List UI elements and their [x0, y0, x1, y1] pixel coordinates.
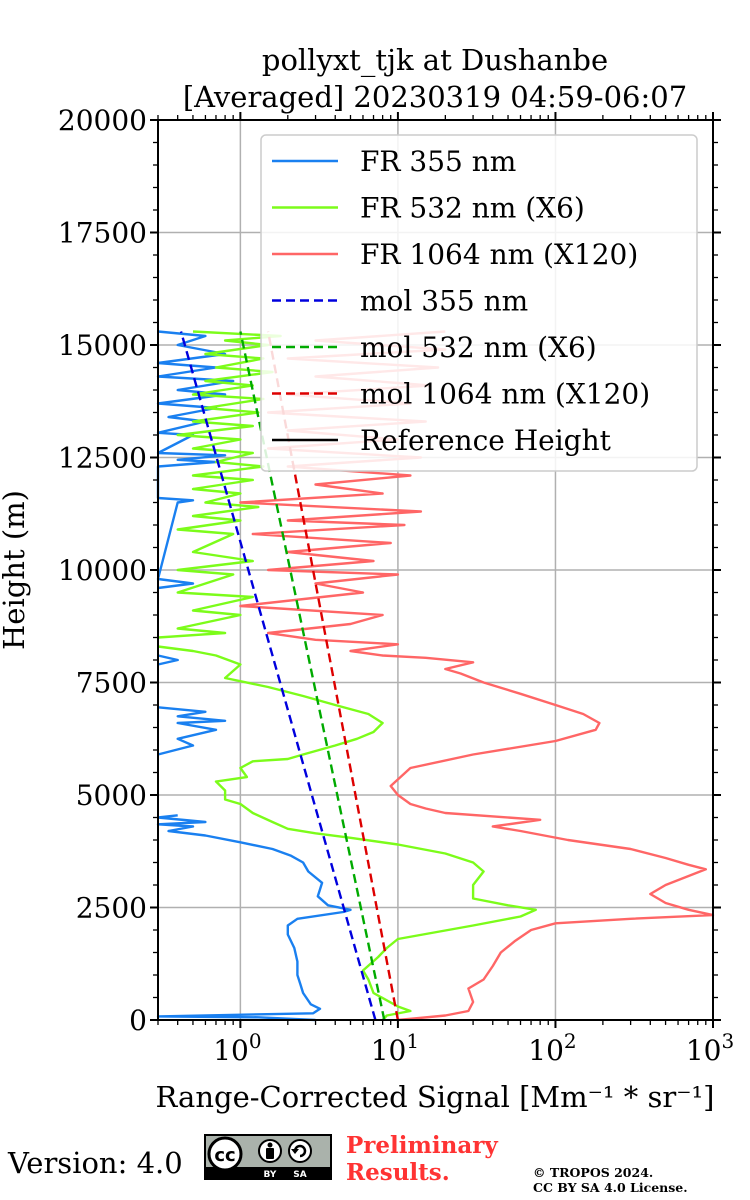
copyright-notice: © TROPOS 2024. CC BY SA 4.0 License.	[533, 1165, 688, 1195]
preliminary-line-1: Preliminary	[346, 1132, 498, 1159]
x-tick-label-exponent: 0	[249, 1029, 262, 1053]
series-line-9	[266, 331, 400, 1021]
cc-by-sa-badge: cc BY SA	[204, 1134, 332, 1180]
legend-label-3: mol 355 nm	[360, 285, 528, 318]
series-line-0	[156, 814, 352, 1022]
y-tick-label-6: 15000	[58, 329, 147, 362]
series-line-7	[179, 331, 377, 1021]
preliminary-notice: Preliminary Results.	[346, 1132, 498, 1186]
legend: FR 355 nm FR 532 nm (X6) FR 1064 nm (X120)…	[260, 134, 698, 472]
preliminary-line-2: Results.	[346, 1159, 450, 1186]
copyright-line-1: © TROPOS 2024.	[533, 1165, 654, 1180]
y-axis-label: Height (m)	[0, 490, 31, 650]
x-tick-label-exponent: 1	[406, 1029, 419, 1053]
y-tick-label-1: 2500	[76, 892, 147, 925]
y-tick-label-5: 12500	[58, 442, 147, 475]
chart-subtitle: [Averaged] 20230319 04:59-06:07	[183, 80, 687, 114]
legend-label-0: FR 355 nm	[360, 145, 516, 178]
legend-label-2: FR 1064 nm (X120)	[360, 238, 638, 271]
series-line-8	[239, 331, 386, 1021]
series-line-1	[157, 706, 227, 756]
legend-label-4: mol 532 nm (X6)	[360, 331, 597, 364]
version-label: Version: 4.0	[8, 1146, 183, 1180]
badge-sa: SA	[293, 1170, 306, 1180]
series-layer	[156, 330, 715, 1022]
y-tick-label-7: 17500	[58, 217, 147, 250]
x-tick-label-exponent: 2	[564, 1029, 577, 1053]
y-tick-label-2: 5000	[76, 779, 147, 812]
share-alike-icon	[288, 1139, 312, 1163]
legend-box	[260, 134, 698, 472]
x-axis-label: Range-Corrected Signal [Mm⁻¹ * sr⁻¹]	[156, 1080, 715, 1114]
x-tick-label-exponent: 3	[721, 1029, 734, 1053]
legend-label-5: mol 1064 nm (X120)	[360, 378, 650, 411]
y-tick-label-4: 10000	[58, 554, 147, 587]
chart-title: pollyxt_tjk at Dushanbe	[262, 43, 608, 78]
y-tick-label-8: 20000	[58, 104, 147, 137]
x-tick-label-1: 101	[371, 1029, 419, 1067]
series-line-2	[157, 654, 179, 666]
series-line-4	[157, 645, 537, 1021]
y-tick-label-0: 0	[129, 1004, 147, 1037]
copyright-line-2: CC BY SA 4.0 License.	[533, 1180, 688, 1195]
x-tick-label-2: 102	[528, 1029, 576, 1067]
y-tick-label-3: 7500	[76, 667, 147, 700]
x-tick-label-0: 100	[213, 1029, 261, 1067]
x-tick-label-3: 103	[686, 1029, 734, 1067]
legend-label-6: Reference Height	[360, 424, 612, 457]
cc-icon-text: cc	[214, 1145, 235, 1166]
signal-profile-chart: pollyxt_tjk at Dushanbe [Averaged] 20230…	[0, 43, 734, 1114]
legend-label-1: FR 532 nm (X6)	[360, 192, 585, 225]
cc-icon	[207, 1136, 243, 1172]
badge-by: BY	[264, 1170, 277, 1180]
